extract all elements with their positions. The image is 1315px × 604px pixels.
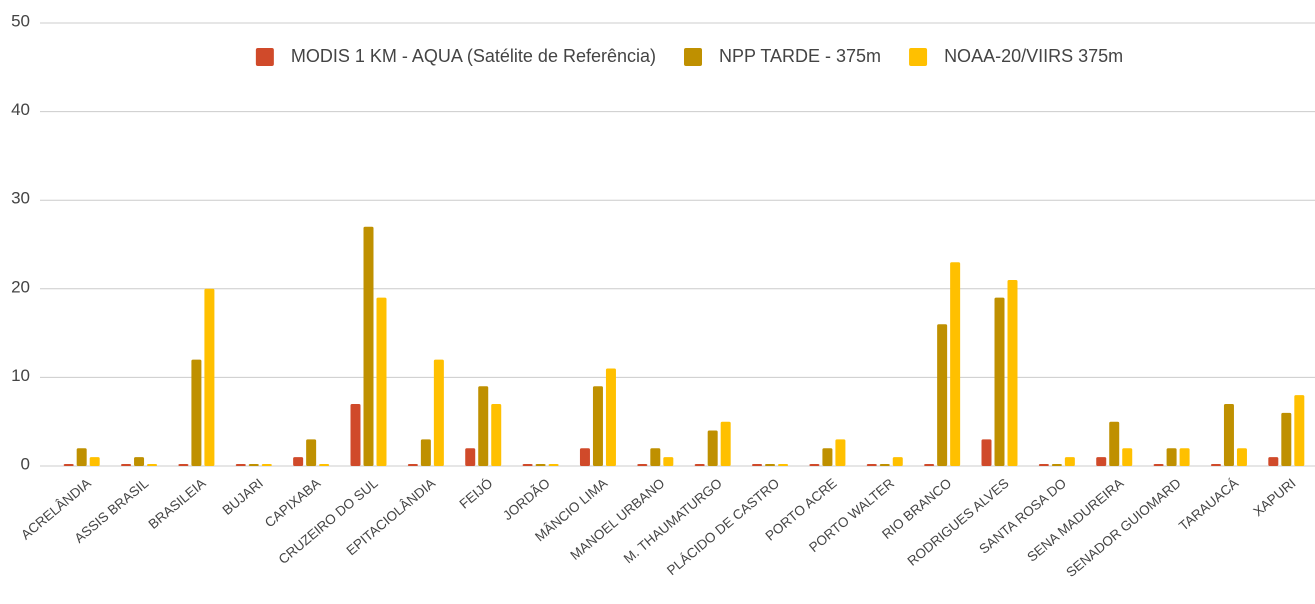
legend-label: NOAA-20/VIIRS 375m bbox=[944, 46, 1123, 66]
x-tick-label: CRUZEIRO DO SUL bbox=[276, 475, 381, 567]
bar bbox=[937, 324, 948, 466]
bar bbox=[694, 464, 705, 466]
y-tick-label: 40 bbox=[11, 100, 30, 119]
x-tick-label: BRASILEIA bbox=[146, 476, 209, 532]
bar bbox=[191, 359, 202, 466]
bar bbox=[491, 403, 502, 466]
bar bbox=[663, 457, 674, 466]
bar bbox=[121, 464, 132, 466]
bar bbox=[261, 464, 272, 466]
bar bbox=[306, 439, 317, 466]
bar bbox=[892, 457, 903, 466]
y-tick-label: 10 bbox=[11, 366, 30, 385]
bar bbox=[433, 359, 444, 466]
legend-label: NPP TARDE - 375m bbox=[719, 46, 881, 66]
bar bbox=[1122, 448, 1133, 466]
bar bbox=[407, 464, 418, 466]
bar bbox=[76, 448, 87, 466]
x-tick-label: XAPURI bbox=[1250, 476, 1298, 520]
bar bbox=[535, 464, 546, 466]
bar bbox=[420, 439, 431, 466]
bar bbox=[89, 457, 100, 466]
bar bbox=[822, 448, 833, 466]
bar bbox=[1294, 395, 1305, 466]
bar bbox=[650, 448, 661, 466]
bar bbox=[1064, 457, 1075, 466]
bar bbox=[1166, 448, 1177, 466]
bar bbox=[1268, 457, 1279, 466]
bar bbox=[548, 464, 559, 466]
bar bbox=[1109, 421, 1120, 466]
bar bbox=[1223, 403, 1234, 466]
bar bbox=[1038, 464, 1049, 466]
bar bbox=[809, 464, 820, 466]
x-tick-label: BUJARI bbox=[220, 476, 266, 518]
x-tick-label: SENADOR GUIOMARD bbox=[1063, 475, 1184, 580]
y-tick-label: 0 bbox=[21, 454, 30, 473]
bar bbox=[637, 464, 648, 466]
x-tick-label: MANOEL URBANO bbox=[567, 476, 667, 563]
bar bbox=[350, 403, 361, 466]
bar bbox=[866, 464, 877, 466]
x-tick-label: FEIJÓ bbox=[456, 476, 495, 512]
bar bbox=[1281, 412, 1292, 466]
bar bbox=[1096, 457, 1107, 466]
x-tick-label: RODRIGUES ALVES bbox=[905, 476, 1012, 569]
bar bbox=[765, 464, 776, 466]
legend-label: MODIS 1 KM - AQUA (Satélite de Referênci… bbox=[291, 46, 656, 66]
bar bbox=[579, 448, 590, 466]
bar bbox=[178, 464, 189, 466]
bar bbox=[950, 262, 961, 466]
bar bbox=[1179, 448, 1190, 466]
bar bbox=[293, 457, 304, 466]
bar bbox=[879, 464, 890, 466]
bar bbox=[778, 464, 789, 466]
bar bbox=[981, 439, 992, 466]
bar bbox=[1051, 464, 1062, 466]
bar bbox=[248, 464, 259, 466]
y-tick-label: 50 bbox=[11, 11, 30, 30]
x-tick-label: TARAUACÁ bbox=[1176, 476, 1241, 534]
x-tick-label: JORDÃO bbox=[500, 476, 553, 524]
bar bbox=[465, 448, 476, 466]
bar bbox=[478, 386, 489, 466]
bar bbox=[1153, 464, 1164, 466]
bar bbox=[235, 464, 246, 466]
bar bbox=[363, 226, 374, 466]
bar bbox=[319, 464, 330, 466]
x-tick-label: PLÁCIDO DE CASTRO bbox=[664, 476, 782, 579]
bar bbox=[147, 464, 158, 466]
bar bbox=[720, 421, 731, 466]
legend-swatch bbox=[255, 48, 274, 66]
bar bbox=[592, 386, 603, 466]
legend-swatch bbox=[909, 48, 928, 66]
bar bbox=[1007, 279, 1018, 466]
bar bbox=[835, 439, 846, 466]
bar bbox=[707, 430, 718, 466]
bar bbox=[204, 288, 215, 466]
bar bbox=[924, 464, 935, 466]
bar bbox=[522, 464, 533, 466]
bar bbox=[752, 464, 763, 466]
bar bbox=[376, 297, 387, 466]
bar bbox=[1210, 464, 1221, 466]
bar bbox=[1236, 448, 1247, 466]
x-tick-label: SENA MADUREIRA bbox=[1024, 476, 1126, 565]
y-tick-label: 20 bbox=[11, 277, 30, 296]
x-tick-label: M. THAUMATURGO bbox=[621, 476, 725, 567]
bar bbox=[605, 368, 616, 466]
bar bbox=[994, 297, 1005, 466]
y-tick-label: 30 bbox=[11, 189, 30, 208]
legend: MODIS 1 KM - AQUA (Satélite de Referênci… bbox=[255, 46, 1123, 66]
bar bbox=[63, 464, 74, 466]
legend-swatch bbox=[684, 48, 702, 66]
bar bbox=[134, 457, 145, 466]
